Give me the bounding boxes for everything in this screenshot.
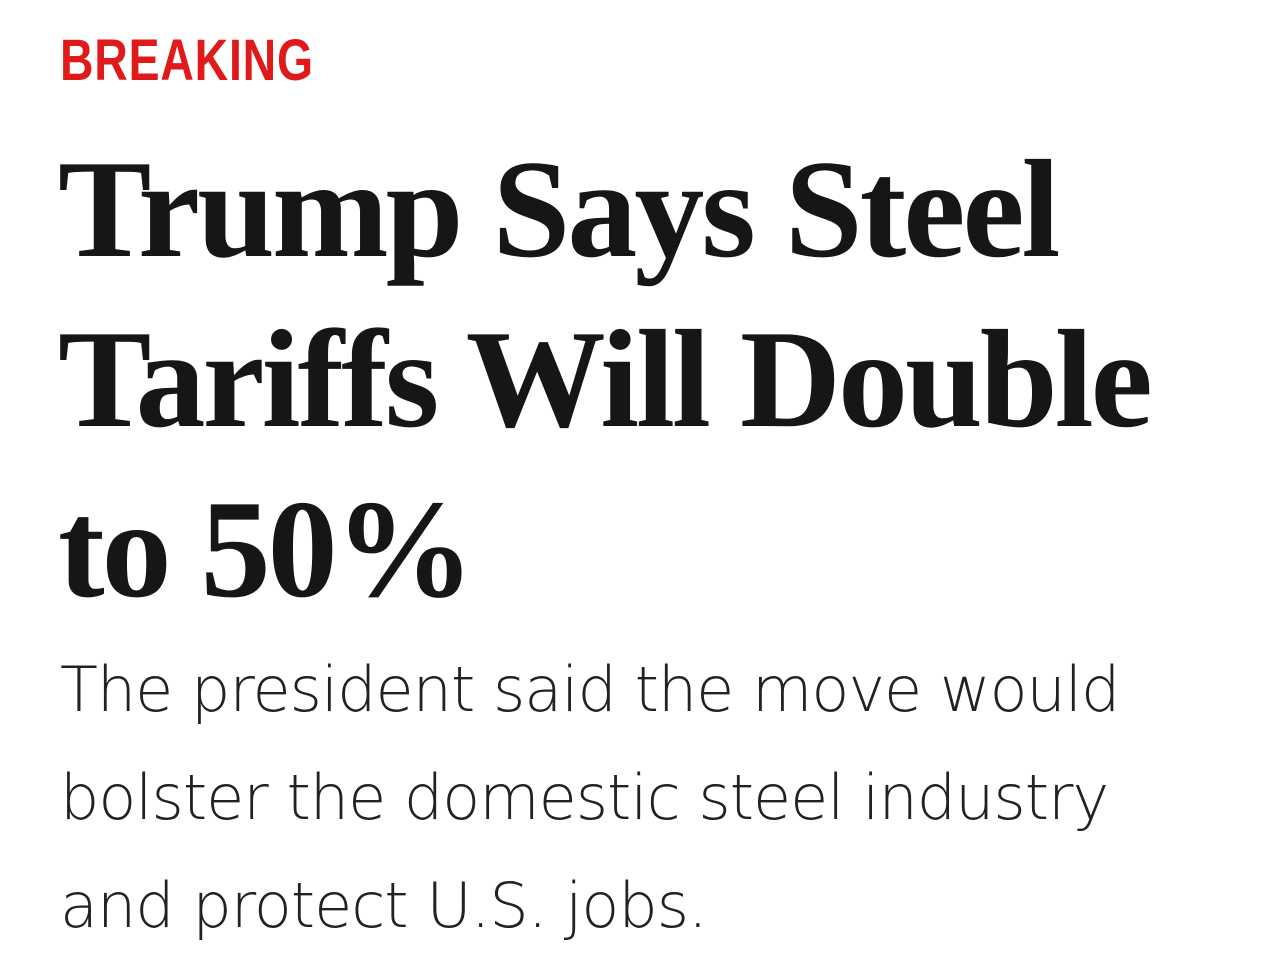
headline[interactable]: Trump Says Steel Tariffs Will Double to … <box>58 125 1153 635</box>
dek: The president said the move would bolste… <box>60 636 1120 960</box>
dek-line: bolster the domestic steel industry <box>60 761 1109 834</box>
breaking-label: BREAKING <box>60 28 314 93</box>
page: BREAKING Trump Says Steel Tariffs Will D… <box>58 28 1153 942</box>
headline-line: Tariffs Will Double <box>58 302 1153 457</box>
dek-line: The president said the move would <box>60 653 1120 726</box>
dek-line: and protect U.S. jobs. <box>60 869 708 942</box>
headline-line: Trump Says Steel <box>58 132 1060 287</box>
headline-line: to 50% <box>58 472 475 627</box>
